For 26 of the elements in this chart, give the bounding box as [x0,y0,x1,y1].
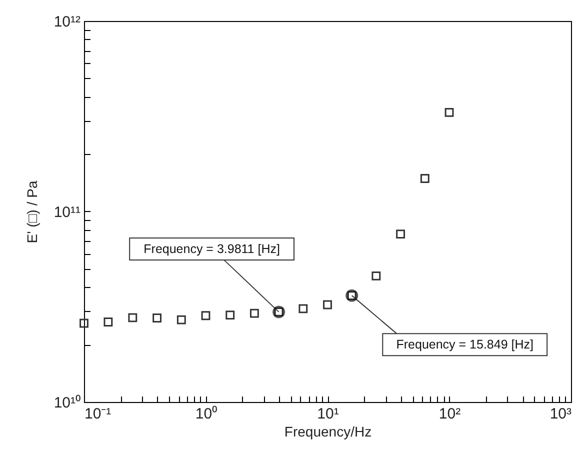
point [420,174,430,183]
point [372,271,381,280]
point [128,313,138,322]
point [201,311,210,320]
point [152,314,162,322]
x-tick-label: 10⁰ [195,406,218,422]
x-axis-title: Frequency/Hz [284,424,372,440]
point [176,315,186,324]
y-axis-title: E' (□) / Pa [24,180,40,244]
x-tick-label: 10² [438,406,461,422]
point [323,300,332,310]
point [80,318,88,328]
point [298,304,308,314]
y-tick-label: 10¹⁰ [54,394,80,412]
annotation: Frequency = 15.849 [Hz] [396,338,534,352]
x-tick-label: 10³ [550,406,572,422]
annotation: Frequency = 3.9811 [Hz] [144,242,280,256]
y-tick-label: 10¹² [54,14,80,30]
x-tick-label: 10¹ [317,406,339,422]
point [104,318,113,326]
x-tick-label: 10⁻¹ [84,406,112,422]
y-tick-label: 10¹¹ [54,204,80,221]
point [250,308,259,318]
point [444,108,454,117]
point [396,230,405,239]
point [226,310,235,320]
